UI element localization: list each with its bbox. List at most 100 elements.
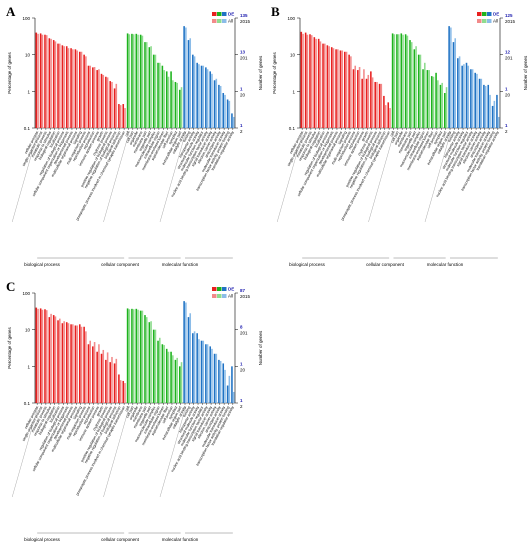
bar-de: [122, 380, 125, 403]
legend-swatch-all: [217, 294, 222, 298]
x-tick-label: signaling: [72, 131, 82, 145]
bar-de: [339, 50, 342, 129]
legend-label-de: DE: [228, 12, 234, 17]
bar-de: [144, 42, 146, 128]
bar-all: [93, 67, 96, 128]
y-tick-label-left: 100: [22, 291, 30, 296]
bar-de: [170, 351, 172, 403]
x-tick-label: symplast: [433, 131, 443, 145]
bar-all: [54, 316, 57, 403]
bar-de: [187, 40, 190, 129]
bar-all: [45, 310, 48, 403]
group-divider: [159, 405, 187, 498]
group-divider: [12, 130, 39, 223]
bar-all: [380, 83, 383, 128]
bar-all: [80, 51, 83, 129]
bar-all: [172, 355, 174, 403]
y-tick-label-right-de: 1: [505, 86, 508, 91]
bar-de: [326, 45, 329, 129]
x-tick-label: cell part: [390, 131, 399, 144]
x-tick-label: growth: [96, 131, 105, 142]
y-tick-label-left: 10: [290, 53, 296, 58]
bar-all: [228, 375, 231, 403]
bar-all: [50, 313, 52, 403]
bar-all: [206, 69, 209, 128]
bar-de: [187, 317, 190, 403]
panel-b: B 100 10 1 0.1 125 2015 12 201 1 20 1 2 Percentage o…: [265, 0, 531, 275]
bar-all: [306, 34, 309, 128]
bar-de: [387, 102, 390, 128]
bar-all: [89, 65, 92, 128]
legend-swatch-de: [487, 12, 492, 16]
bar-de: [87, 344, 90, 403]
bar-de: [131, 308, 133, 403]
y-axis-title-right: Number of genes: [258, 330, 263, 365]
y-axis-title-left: Percentage of genes: [7, 51, 12, 93]
y-tick-label-right-de: 1: [240, 86, 243, 91]
bar-de: [317, 38, 320, 129]
legend-label-all: All: [228, 294, 233, 299]
bar-de: [461, 65, 463, 128]
bar-all: [89, 340, 92, 403]
bar-de: [165, 71, 168, 128]
bar-de: [109, 81, 111, 128]
bar-all: [50, 38, 52, 129]
group-divider: [424, 130, 452, 223]
bar-all: [176, 357, 178, 403]
bar-all: [202, 340, 205, 403]
bar-de: [139, 34, 142, 128]
bar-de: [39, 33, 42, 128]
bar-de: [135, 33, 138, 128]
bar-all: [345, 51, 348, 129]
bar-de: [126, 33, 129, 128]
bar-de: [170, 71, 172, 128]
group-label: cellular component: [366, 262, 405, 267]
bar-de: [196, 62, 198, 129]
panel-c: C 100 10 1 0.1 87 2015 8 201 1 20 1 2 Percentage of …: [0, 275, 265, 550]
bar-all: [128, 34, 131, 129]
bar-all: [85, 56, 87, 129]
bar-all: [363, 69, 365, 128]
bar-all: [428, 70, 430, 128]
y-tick-label-right-all: 201: [505, 56, 513, 61]
bar-all: [85, 331, 87, 403]
bar-de: [361, 78, 363, 128]
bar-all: [98, 344, 100, 403]
bar-de: [83, 326, 85, 403]
x-tick-label: cell part: [125, 131, 134, 144]
bar-de: [196, 333, 198, 403]
bar-de: [218, 84, 220, 128]
bar-all: [180, 87, 183, 128]
bar-de: [118, 374, 120, 403]
bar-de: [44, 309, 46, 403]
bar-de: [478, 78, 481, 128]
bar-all: [493, 100, 496, 128]
bar-all: [376, 81, 378, 128]
bar-all: [124, 108, 126, 128]
legend: DE All: [212, 287, 234, 299]
y-tick-label-right-de: 8: [240, 325, 243, 330]
bar-de: [52, 40, 55, 129]
bar-all: [98, 69, 100, 128]
bar-de: [222, 93, 225, 128]
bar-de: [457, 58, 459, 129]
legend: DE All: [212, 12, 234, 24]
bar-de: [57, 320, 59, 403]
legend-swatch-de: [217, 12, 222, 16]
bar-de: [65, 46, 68, 128]
bar-de: [161, 344, 164, 403]
bar-de: [183, 301, 185, 403]
bar-all: [145, 42, 148, 128]
bar-de: [157, 340, 159, 403]
y-tick-label-right-all: 201: [240, 331, 248, 336]
y-tick-label-right-de: 1: [240, 398, 243, 403]
bar-all: [445, 87, 448, 128]
bar-de: [422, 69, 424, 128]
group-label: molecular function: [162, 537, 199, 542]
bar-all: [467, 65, 470, 128]
bar-de: [322, 43, 324, 128]
bar-de: [348, 54, 350, 128]
bar-de: [222, 363, 225, 403]
bar-all: [150, 46, 152, 128]
bar-all: [72, 324, 74, 403]
